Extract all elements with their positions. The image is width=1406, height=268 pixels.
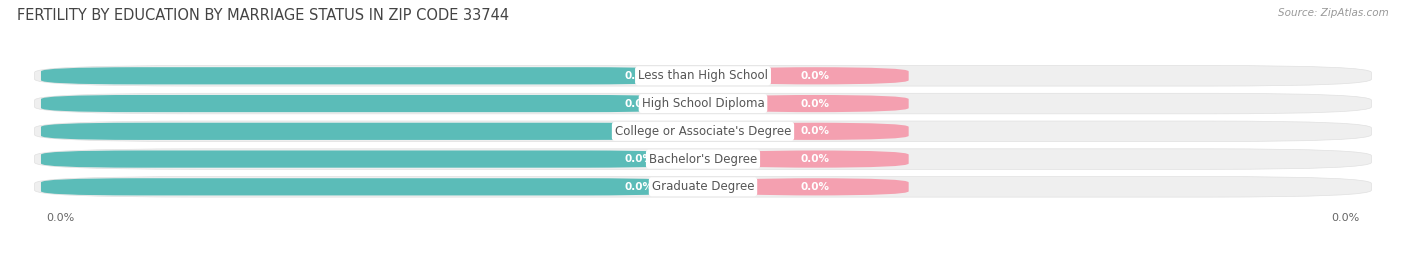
FancyBboxPatch shape [35,121,1371,142]
Text: Graduate Degree: Graduate Degree [652,180,754,193]
Text: 0.0%: 0.0% [624,71,654,81]
Text: High School Diploma: High School Diploma [641,97,765,110]
Text: 0.0%: 0.0% [624,99,654,109]
Text: 0.0%: 0.0% [624,182,654,192]
Text: 0.0%: 0.0% [801,126,830,136]
FancyBboxPatch shape [723,178,908,195]
FancyBboxPatch shape [35,93,1371,114]
Text: Source: ZipAtlas.com: Source: ZipAtlas.com [1278,8,1389,18]
Text: Less than High School: Less than High School [638,69,768,82]
FancyBboxPatch shape [41,178,683,195]
FancyBboxPatch shape [723,150,908,168]
Text: College or Associate's Degree: College or Associate's Degree [614,125,792,138]
FancyBboxPatch shape [723,123,908,140]
Text: 0.0%: 0.0% [801,154,830,164]
FancyBboxPatch shape [41,67,683,84]
Legend: Married, Unmarried: Married, Unmarried [613,265,793,268]
Text: 0.0%: 0.0% [801,182,830,192]
FancyBboxPatch shape [723,95,908,112]
Text: 0.0%: 0.0% [801,71,830,81]
Text: 0.0%: 0.0% [624,126,654,136]
FancyBboxPatch shape [41,150,683,168]
FancyBboxPatch shape [35,177,1371,197]
FancyBboxPatch shape [35,149,1371,169]
Text: FERTILITY BY EDUCATION BY MARRIAGE STATUS IN ZIP CODE 33744: FERTILITY BY EDUCATION BY MARRIAGE STATU… [17,8,509,23]
Text: 0.0%: 0.0% [801,99,830,109]
FancyBboxPatch shape [35,66,1371,86]
Text: 0.0%: 0.0% [624,154,654,164]
FancyBboxPatch shape [41,123,683,140]
FancyBboxPatch shape [723,67,908,84]
FancyBboxPatch shape [41,95,683,112]
Text: Bachelor's Degree: Bachelor's Degree [650,152,756,166]
